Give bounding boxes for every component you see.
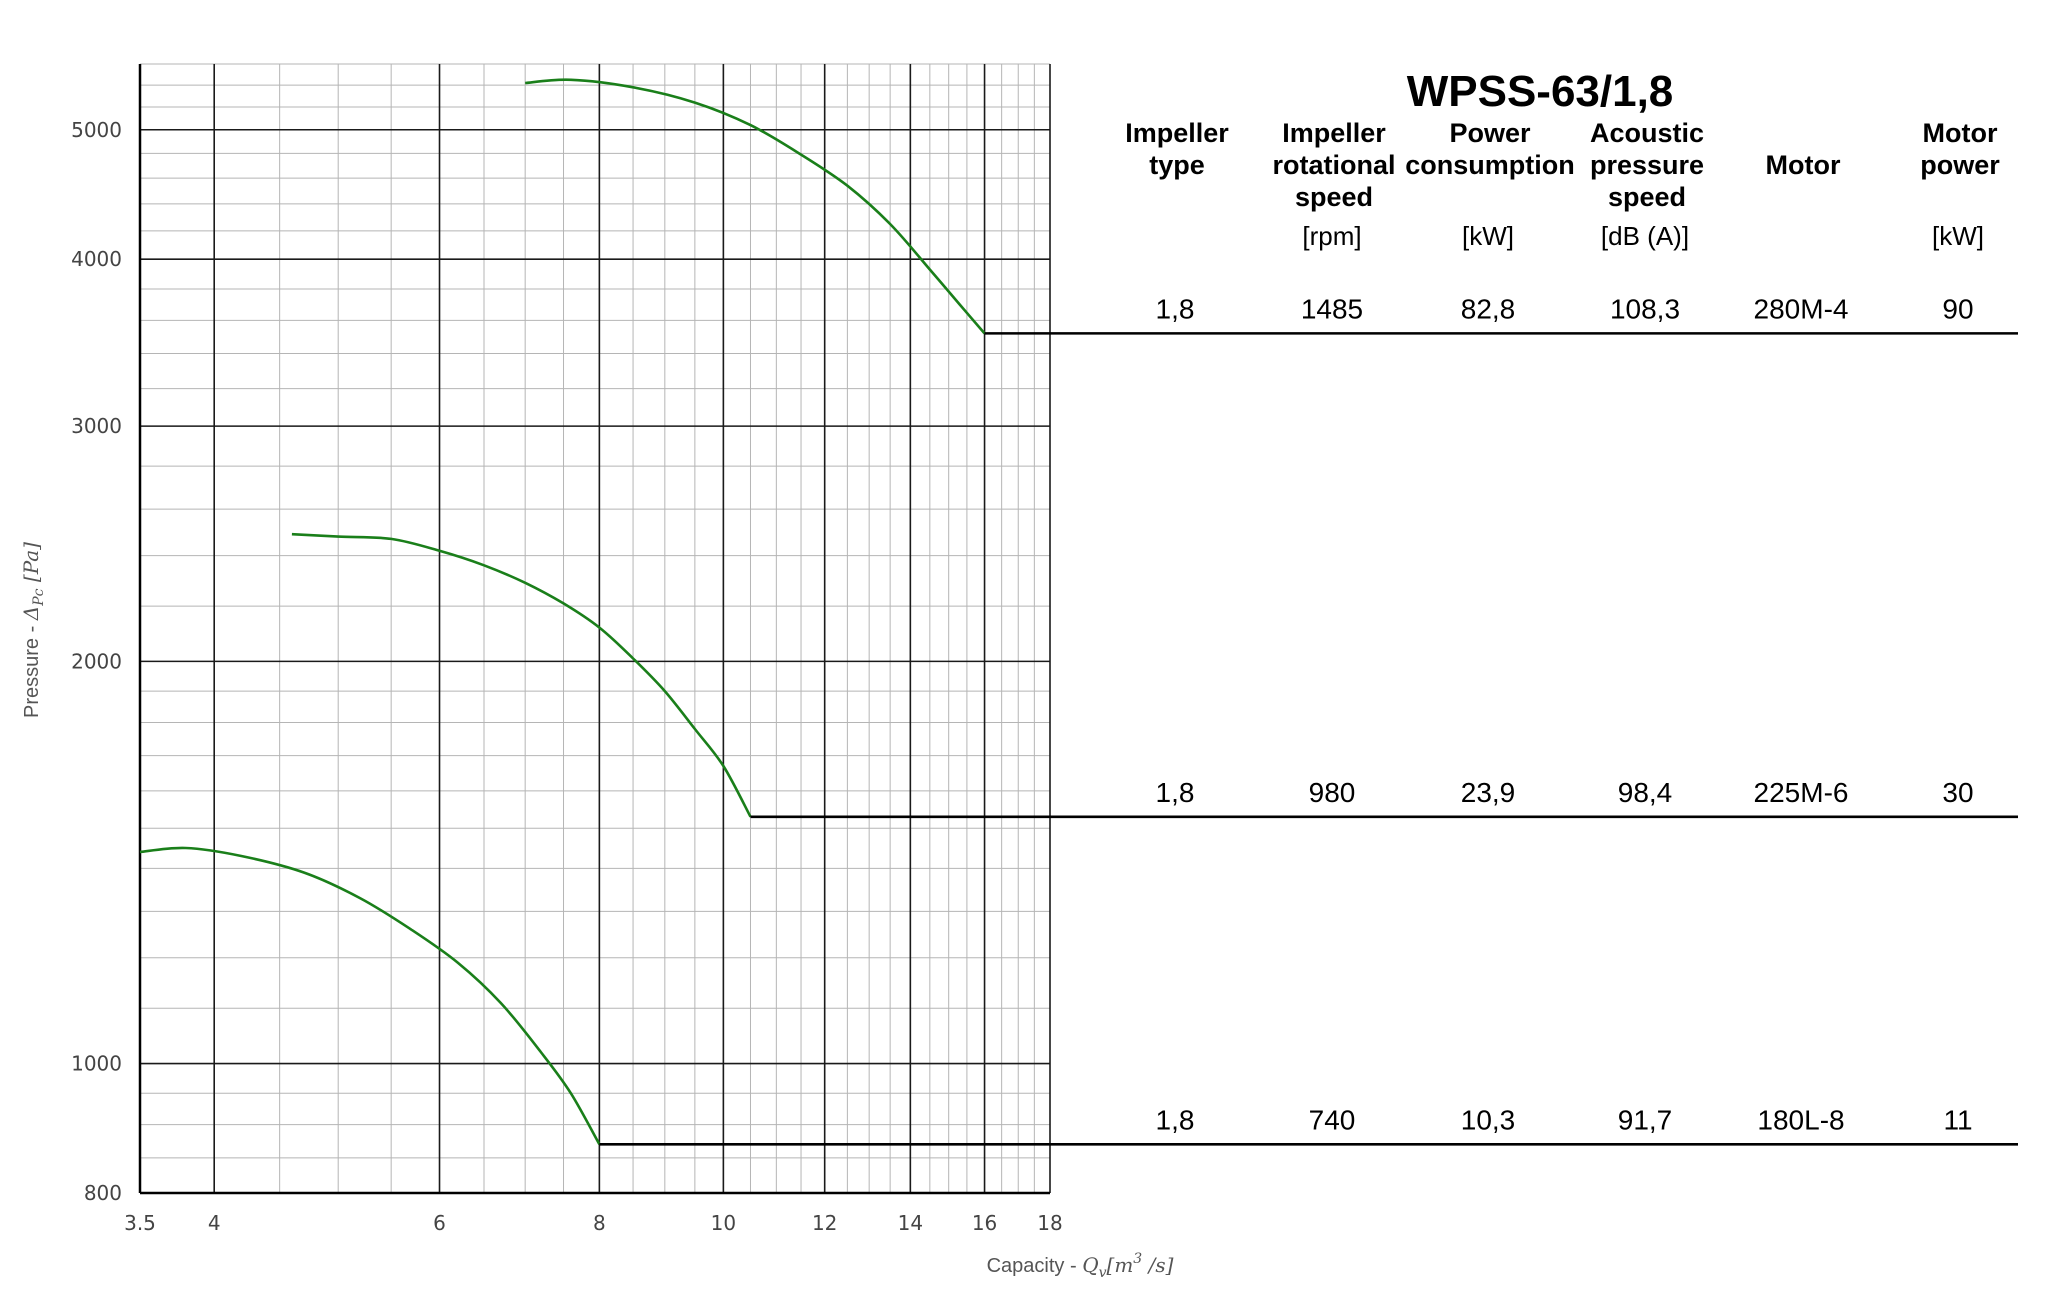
x-tick-label: 8 [593,1211,606,1235]
table-headers: ImpellertypeImpellerrotationalspeed[rpm]… [1125,118,2000,251]
table-cell: 82,8 [1461,293,1516,324]
table-rows: 1,8 1485 82,8 108,3 280M-4 90 1,8 980 23,9 98,4 22… [1156,293,1974,1135]
major-grid [140,64,1051,1193]
table-cell: 30 [1942,777,1973,808]
table-cell: 1,8 [1156,1104,1195,1135]
x-tick-label: 3.5 [124,1211,156,1235]
x-tick-label: 6 [433,1211,446,1235]
column-header-line: consumption [1405,150,1575,180]
x-tick-label: 12 [812,1211,837,1235]
y-tick-label: 1000 [71,1052,122,1076]
x-tick-label: 4 [208,1211,221,1235]
column-header-line: Motor [1766,150,1841,180]
column-header-line: speed [1608,182,1686,212]
table-cell: 980 [1309,777,1356,808]
fan-curve-2 [291,532,752,818]
fan-curve-1 [525,78,986,335]
axes [138,64,1050,1195]
x-tick-label: 16 [972,1211,997,1235]
table-cell: 1,8 [1156,293,1195,324]
x-tick-labels: 3.5 4 6 8 10 12 14 16 18 [124,1211,1063,1235]
column-header-line: Impeller [1282,118,1386,148]
table-cell: 11 [1943,1104,1972,1135]
table-cell: 91,7 [1618,1104,1673,1135]
y-tick-labels: 800 1000 2000 3000 4000 5000 [71,118,122,1205]
table-cell: 1485 [1301,293,1363,324]
column-header-line: Power [1449,118,1531,148]
fan-curves [139,78,986,1145]
model-title: WPSS-63/1,8 [1407,67,1674,116]
column-header-line: rotational [1272,150,1395,180]
table-cell: 280M-4 [1754,293,1849,324]
column-header-line: power [1920,150,2000,180]
table-cell: 225M-6 [1754,777,1849,808]
operating-lines [599,332,2018,1146]
column-unit: [dB (A)] [1601,221,1689,251]
table-cell: 90 [1942,293,1973,324]
y-tick-label: 3000 [71,414,122,438]
x-tick-label: 14 [898,1211,923,1235]
column-unit: [rpm] [1302,221,1361,251]
column-unit: [kW] [1932,221,1984,251]
table-cell: 740 [1309,1104,1356,1135]
column-header-line: type [1149,150,1205,180]
y-tick-label: 4000 [71,247,122,271]
column-header-line: Acoustic [1590,118,1704,148]
y-tick-label: 800 [84,1181,122,1205]
table-cell: 1,8 [1156,777,1195,808]
table-cell: 98,4 [1618,777,1673,808]
x-axis-title: Capacity - Qv[m3 /s] [987,1251,1174,1281]
fan-curve-3 [139,846,601,1145]
x-tick-label: 18 [1037,1211,1062,1235]
column-unit: [kW] [1462,221,1514,251]
x-tick-label: 10 [711,1211,736,1235]
y-axis-title: Pressure - ΔPc [Pa] [19,542,47,718]
minor-grid [139,63,1051,1193]
table-cell: 108,3 [1610,293,1680,324]
column-header-line: speed [1295,182,1373,212]
column-header-line: Impeller [1125,118,1229,148]
column-header-line: pressure [1590,150,1704,180]
y-tick-label: 2000 [71,649,122,673]
y-tick-label: 5000 [71,118,122,142]
table-cell: 180L-8 [1757,1104,1844,1135]
column-header-line: Motor [1923,118,1998,148]
table-cell: 23,9 [1461,777,1516,808]
table-cell: 10,3 [1461,1104,1516,1135]
